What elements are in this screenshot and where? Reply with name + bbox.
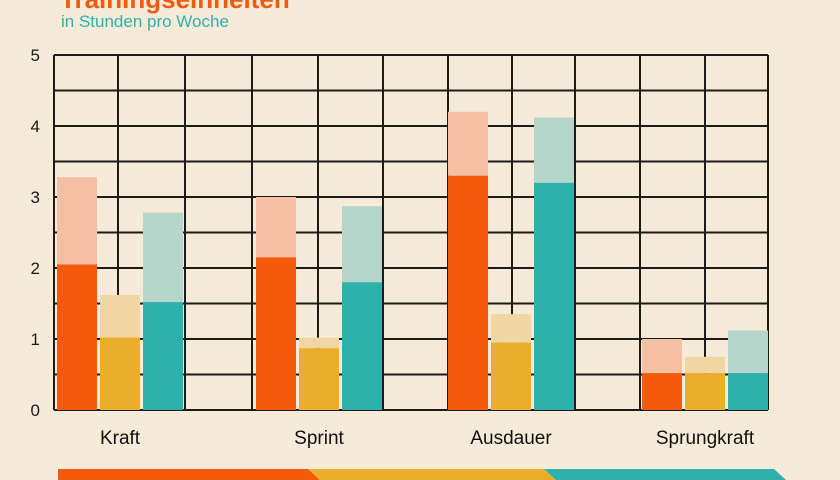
bar-range-segment: [100, 294, 140, 338]
x-tick-label: Sprint: [294, 428, 344, 449]
chart-subtitle: in Stunden pro Woche: [61, 12, 229, 31]
bar-range-segment: [256, 197, 296, 258]
legend-swatch-series-2: [308, 469, 556, 480]
x-tick-label: Kraft: [100, 428, 141, 449]
x-tick-label: Ausdauer: [470, 428, 552, 449]
y-tick-label: 0: [31, 401, 40, 420]
y-tick-label: 3: [31, 188, 40, 207]
y-tick-label: 4: [31, 117, 40, 136]
x-axis-labels: Kraft Sprint Ausdauer Sprungkraft: [100, 428, 755, 449]
bar-range-segment: [342, 206, 382, 283]
y-tick-label: 1: [31, 330, 40, 349]
bar: [642, 373, 682, 410]
bar: [685, 373, 725, 410]
bar-range-segment: [448, 111, 488, 176]
bar-range-segment: [642, 339, 682, 374]
x-tick-label: Sprungkraft: [656, 428, 755, 449]
bar-range-segment: [685, 356, 725, 374]
bar: [448, 175, 488, 410]
bar: [534, 182, 574, 410]
bar: [491, 342, 531, 410]
bar-range-segment: [143, 212, 183, 303]
bar-range-segment: [299, 337, 339, 349]
bar: [100, 337, 140, 410]
bar-range-segment: [57, 177, 97, 265]
chart-bars: [57, 111, 768, 410]
bar: [57, 264, 97, 410]
bar-range-segment: [728, 330, 768, 374]
y-tick-label: 5: [31, 46, 40, 65]
legend-swatch-series-3: [544, 469, 786, 480]
bar: [299, 348, 339, 410]
bar-range-segment: [534, 117, 574, 183]
y-axis-ticks: 0 1 2 3 4 5: [31, 46, 40, 420]
chart-title: Trainingseinheiten: [60, 0, 290, 15]
legend-swatch-series-1: [58, 469, 320, 480]
legend-color-strip: [58, 469, 786, 480]
bar-range-segment: [491, 314, 531, 343]
bar: [143, 302, 183, 410]
y-tick-label: 2: [31, 259, 40, 278]
bar: [728, 373, 768, 410]
bar: [342, 282, 382, 410]
bar: [256, 257, 296, 410]
